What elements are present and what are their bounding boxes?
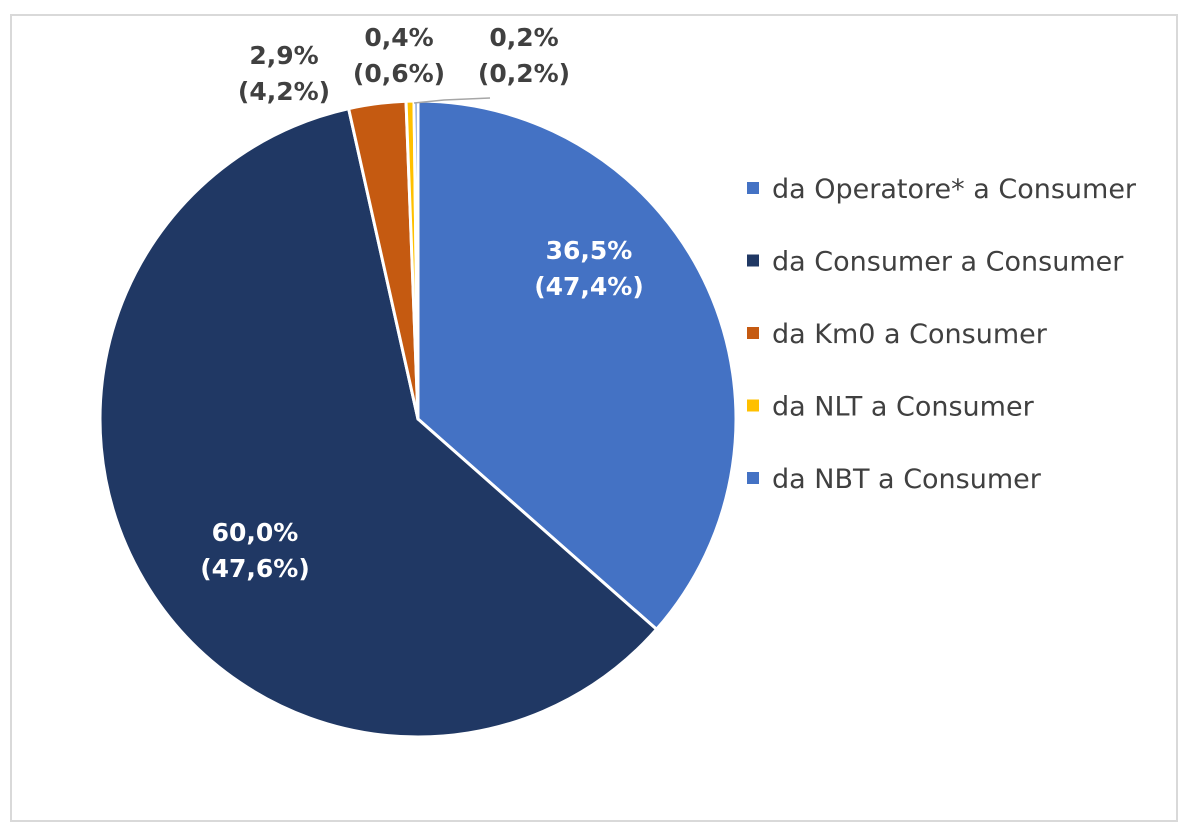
legend-label: da NLT a Consumer	[772, 392, 1035, 423]
legend-swatch	[747, 254, 759, 267]
slice-labels: 36,5% (47,4%) 60,0% (47,6%) 2,9% (4,2%) 0,4% (0…	[200, 23, 644, 583]
data-label-secondary-value: (0,6%)	[353, 59, 445, 88]
data-label-value: 36,5%	[546, 236, 633, 265]
pie-slice-1	[416, 99, 738, 631]
data-label-1: 36,5% (47,4%)	[534, 236, 644, 301]
data-label-2: 60,0% (47,6%)	[200, 518, 310, 583]
data-label-secondary-value: (47,4%)	[534, 272, 644, 301]
legend-item-4: da NLT a Consumer	[747, 392, 1035, 423]
data-label-value: 0,2%	[489, 23, 558, 52]
data-label-value: 0,4%	[364, 23, 433, 52]
legend-swatch	[747, 327, 759, 339]
legend-label: da Km0 a Consumer	[772, 319, 1048, 350]
pie-chart: 36,5% (47,4%) 60,0% (47,6%) 2,9% (4,2%) 0,4% (0…	[98, 23, 1137, 739]
legend-label: da Operatore* a Consumer	[772, 174, 1137, 205]
data-label-4: 0,4% (0,6%)	[353, 23, 445, 88]
pie-slice-5	[412, 99, 420, 421]
legend-swatch	[747, 182, 759, 194]
legend-swatch	[747, 399, 759, 412]
legend-item-1: da Operatore* a Consumer	[747, 174, 1137, 205]
legend-item-2: da Consumer a Consumer	[747, 247, 1124, 278]
data-label-value: 60,0%	[212, 518, 299, 547]
legend-label: da Consumer a Consumer	[772, 247, 1124, 278]
data-label-5: 0,2% (0,2%)	[478, 23, 570, 88]
data-label-3: 2,9% (4,2%)	[238, 41, 330, 106]
leader-line-5	[413, 97, 491, 104]
data-label-value: 2,9%	[249, 41, 318, 70]
legend-label: da NBT a Consumer	[772, 464, 1042, 495]
pie-slice-2	[98, 107, 659, 739]
legend-item-3: da Km0 a Consumer	[747, 319, 1048, 350]
chart-frame: 36,5% (47,4%) 60,0% (47,6%) 2,9% (4,2%) 0,4% (0…	[10, 14, 1178, 822]
data-label-secondary-value: (4,2%)	[238, 77, 330, 106]
data-label-secondary-value: (0,2%)	[478, 59, 570, 88]
legend-item-5: da NBT a Consumer	[747, 464, 1042, 495]
data-label-secondary-value: (47,6%)	[200, 554, 310, 583]
legend-swatch	[747, 472, 759, 484]
leader-lines	[413, 97, 491, 104]
pie-slices	[98, 99, 738, 739]
legend: da Operatore* a Consumer da Consumer a Co…	[747, 174, 1137, 495]
